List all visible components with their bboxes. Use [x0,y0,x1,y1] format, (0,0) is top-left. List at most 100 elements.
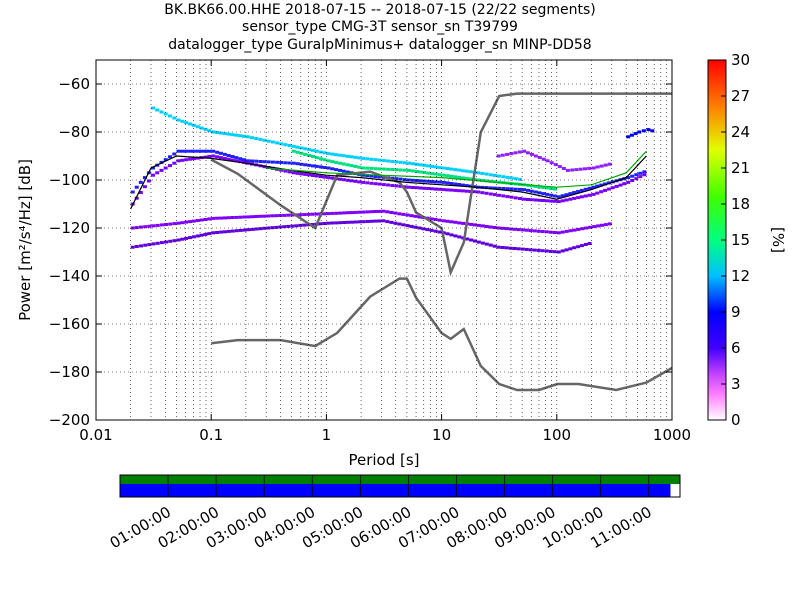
ppsd-cell [151,106,155,110]
ppsd-cell [457,235,462,239]
ppsd-cell [556,200,561,204]
ppsd-cell [377,219,382,223]
ppsd-cell [599,190,604,194]
ppsd-cell [634,177,639,181]
ppsd-cell [445,188,450,192]
ppsd-cell [492,226,497,229]
ppsd-cell [191,123,196,127]
ppsd-cell [460,169,465,173]
ppsd-cell [409,224,414,228]
ppsd-cell [556,231,561,235]
ppsd-cell [513,187,518,191]
ppsd-cell [397,212,402,216]
ppsd-cell [401,212,406,216]
ppsd-cell [283,143,288,147]
ppsd-cell [409,214,414,218]
ppsd-cell [345,178,350,182]
ppsd-cell [433,172,438,176]
ppsd-cell [603,163,608,167]
ppsd-cell [377,158,382,162]
ppsd-cell [445,167,450,170]
ppsd-cell [552,231,557,234]
x-tick-label: 1 [322,426,332,444]
ppsd-cell [641,129,646,133]
ppsd-cell [453,168,458,172]
ppsd-cell [139,244,143,248]
ppsd-cell [595,191,600,195]
ppsd-cell [373,167,378,171]
ppsd-cell [306,212,311,216]
ppsd-cell [230,216,235,219]
ppsd-cell [606,181,611,185]
ppsd-cell [365,174,370,178]
ppsd-cell [533,198,538,202]
ppsd-cell [191,149,196,153]
ppsd-cell [460,183,465,187]
ppsd-cell [299,151,304,155]
ppsd-cell [176,238,181,242]
y-tick-label: −120 [49,219,90,237]
ppsd-cell [326,212,331,216]
ppsd-cell [203,218,208,221]
ppsd-cell [338,211,343,215]
ppsd-cell [311,174,315,177]
ppsd-cell [488,243,493,247]
ppsd-cell [159,223,164,227]
ppsd-cell [188,157,193,161]
coverage-bar-data [120,475,680,484]
ppsd-cell [497,186,502,190]
ppsd-cell [295,171,300,175]
ppsd-cell [549,161,554,165]
ppsd-cell [199,218,204,222]
ppsd-cell [151,242,156,246]
ppsd-cell [492,244,497,248]
ppsd-cell [238,215,243,219]
ppsd-cell [381,219,386,223]
ppsd-cell [433,229,438,233]
ppsd-cell [245,135,250,139]
ppsd-cell [334,168,339,172]
ppsd-cell [369,157,374,161]
ppsd-cell [430,172,434,176]
ppsd-cell [234,229,239,233]
ppsd-cell [203,127,208,131]
ppsd-cell [568,192,573,196]
ppsd-cell [146,179,151,183]
ppsd-cell [437,180,442,184]
ppsd-cell [246,228,251,232]
ppsd-cell [496,226,501,230]
ppsd-cell [342,211,347,215]
ppsd-cell [549,193,554,197]
ppsd-cell [599,164,604,168]
ppsd-cell [222,152,227,156]
ppsd-cell [334,221,339,225]
ppsd-cell [159,168,164,172]
ppsd-cell [393,221,398,225]
ppsd-cell [381,183,386,187]
ppsd-cell [381,159,386,163]
ppsd-cell [445,219,450,223]
ppsd-cell [564,198,569,202]
ppsd-cell [242,134,246,138]
ppsd-cell [386,183,391,187]
ppsd-cell [441,166,446,170]
ppsd-cell [191,219,196,223]
ppsd-cell [279,168,284,172]
ppsd-cell [476,171,481,175]
mean-curve [130,155,647,210]
ppsd-cell [295,145,300,149]
ppsd-cell [142,185,147,189]
ppsd-cell [369,166,374,170]
ppsd-cell [461,221,466,225]
ppsd-cell [326,152,331,156]
ppsd-cell [314,174,319,178]
ppsd-cell [587,186,592,190]
ppsd-cell [453,220,458,224]
ppsd-cell [163,166,168,170]
ppsd-cell [390,168,395,171]
ppsd-cell [536,248,541,252]
ppsd-cell [603,182,607,186]
ppsd-cell [445,181,450,185]
ppsd-cell [275,160,280,164]
ppsd-cell [250,215,255,219]
